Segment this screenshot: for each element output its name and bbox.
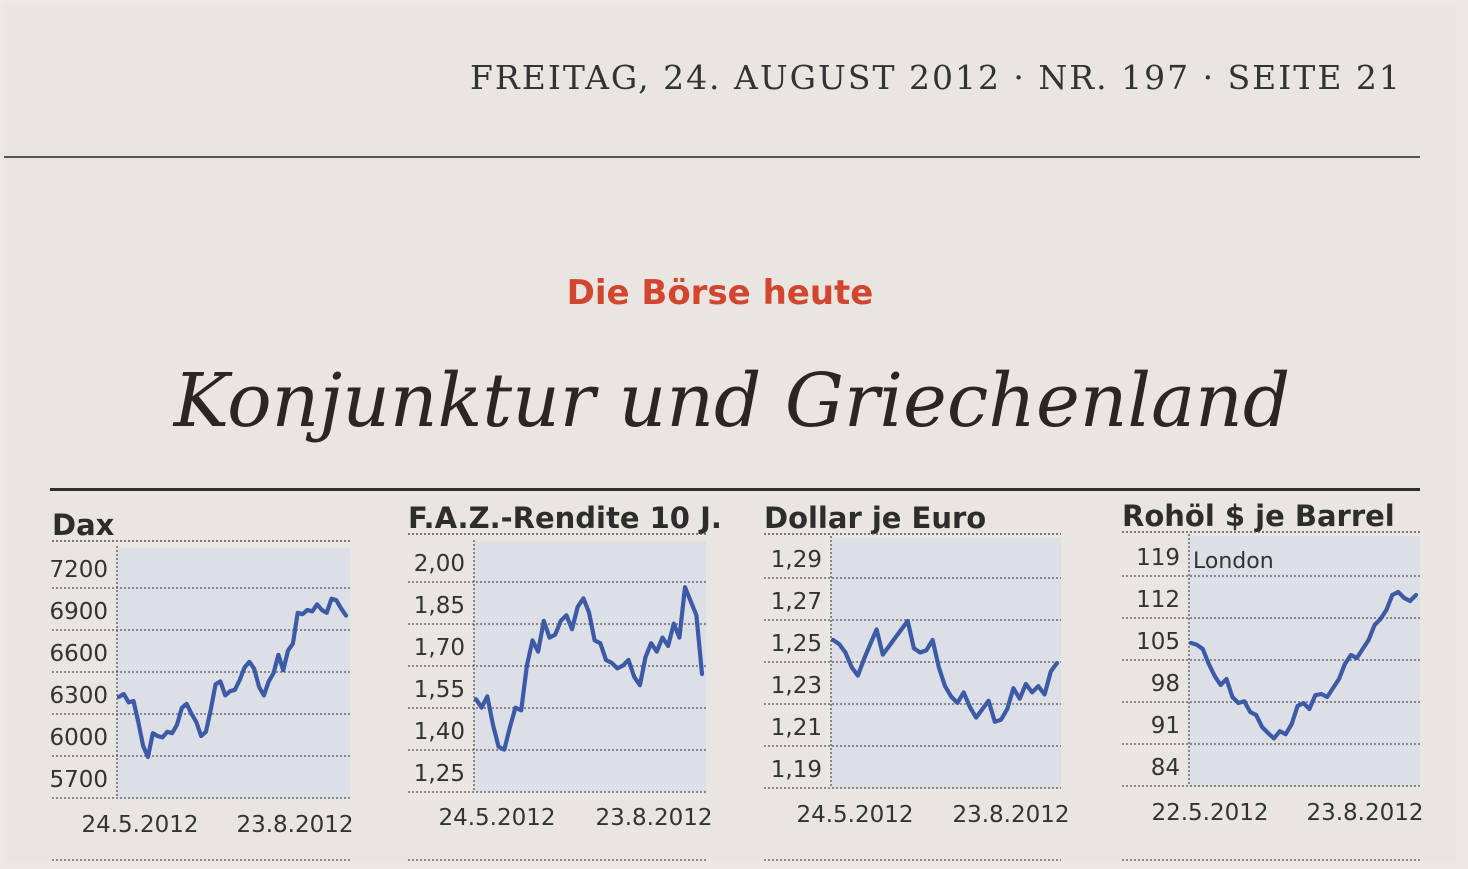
y-tick-label: 2,00 <box>414 551 465 577</box>
y-tick-label: 91 <box>1151 713 1180 739</box>
y-tick-label: 119 <box>1136 545 1180 571</box>
y-tick-label: 105 <box>1136 629 1180 655</box>
x-tick-label: 24.5.2012 <box>438 805 555 831</box>
x-tick-label: 23.8.2012 <box>952 802 1069 828</box>
y-tick-label: 6000 <box>49 725 108 751</box>
plot-background <box>831 538 1061 788</box>
y-tick-label: 1,19 <box>771 757 822 783</box>
chart-panel-3: Dollar je Euro 1,29 1,27 1,25 1,23 1,21 1,19 24… <box>764 501 1070 861</box>
y-tick-label: 1,29 <box>771 547 822 573</box>
series-line <box>116 596 349 760</box>
plot-background <box>117 548 350 798</box>
y-tick-label: 1,70 <box>414 635 465 661</box>
chart-annotation: London <box>1193 549 1274 574</box>
chart-panel-1: Dax 7200 6900 6600 6300 6000 5700 24.5.2012 23.8… <box>49 508 354 861</box>
headline: Konjunktur und Griechenland <box>0 358 1468 444</box>
y-tick-label: 1,85 <box>414 593 465 619</box>
chart-title: Dollar je Euro <box>764 501 986 535</box>
y-tick-label: 98 <box>1151 671 1180 697</box>
charts-rule <box>50 488 1420 491</box>
y-tick-label: 1,27 <box>771 589 822 615</box>
chart-title: Dax <box>52 508 115 542</box>
y-tick-label: 6600 <box>49 641 108 667</box>
series-line <box>1188 589 1419 741</box>
y-tick-label: 6300 <box>49 683 108 709</box>
y-tick-label: 1,55 <box>414 677 465 703</box>
y-tick-label: 84 <box>1151 755 1180 781</box>
y-tick-label: 112 <box>1136 587 1180 613</box>
x-tick-label: 22.5.2012 <box>1151 800 1268 826</box>
series-line <box>830 618 1060 724</box>
section-kicker: Die Börse heute <box>0 273 1468 313</box>
chart-title: F.A.Z.-Rendite 10 J. <box>408 501 722 535</box>
y-tick-label: 1,25 <box>771 631 822 657</box>
headline-text: Konjunktur und Griechenland <box>173 358 1291 444</box>
header-rule <box>4 156 1420 158</box>
chart-panel-4: Rohöl $ je Barrel 119 112 105 98 91 84 London 22… <box>1122 499 1424 861</box>
dateline: FREITAG, 24. AUGUST 2012 · NR. 197 · SEI… <box>470 58 1402 97</box>
y-tick-label: 7200 <box>49 557 108 583</box>
y-tick-label: 1,23 <box>771 673 822 699</box>
x-tick-label: 23.8.2012 <box>236 812 353 838</box>
x-tick-label: 23.8.2012 <box>595 805 712 831</box>
chart-title: Rohöl $ je Barrel <box>1122 499 1395 533</box>
section-kicker-text: Die Börse heute <box>566 273 874 313</box>
y-tick-label: 6900 <box>49 599 108 625</box>
x-tick-label: 23.8.2012 <box>1306 800 1423 826</box>
y-tick-label: 1,25 <box>414 761 465 787</box>
x-tick-label: 24.5.2012 <box>81 812 198 838</box>
y-tick-label: 5700 <box>49 767 108 793</box>
plot-background <box>474 542 706 792</box>
chart-panel-2: F.A.Z.-Rendite 10 J. 2,00 1,85 1,70 1,55 1,40… <box>408 501 722 861</box>
x-tick-label: 24.5.2012 <box>796 802 913 828</box>
y-tick-label: 1,40 <box>414 719 465 745</box>
series-line <box>473 585 705 752</box>
y-tick-label: 1,21 <box>771 715 822 741</box>
